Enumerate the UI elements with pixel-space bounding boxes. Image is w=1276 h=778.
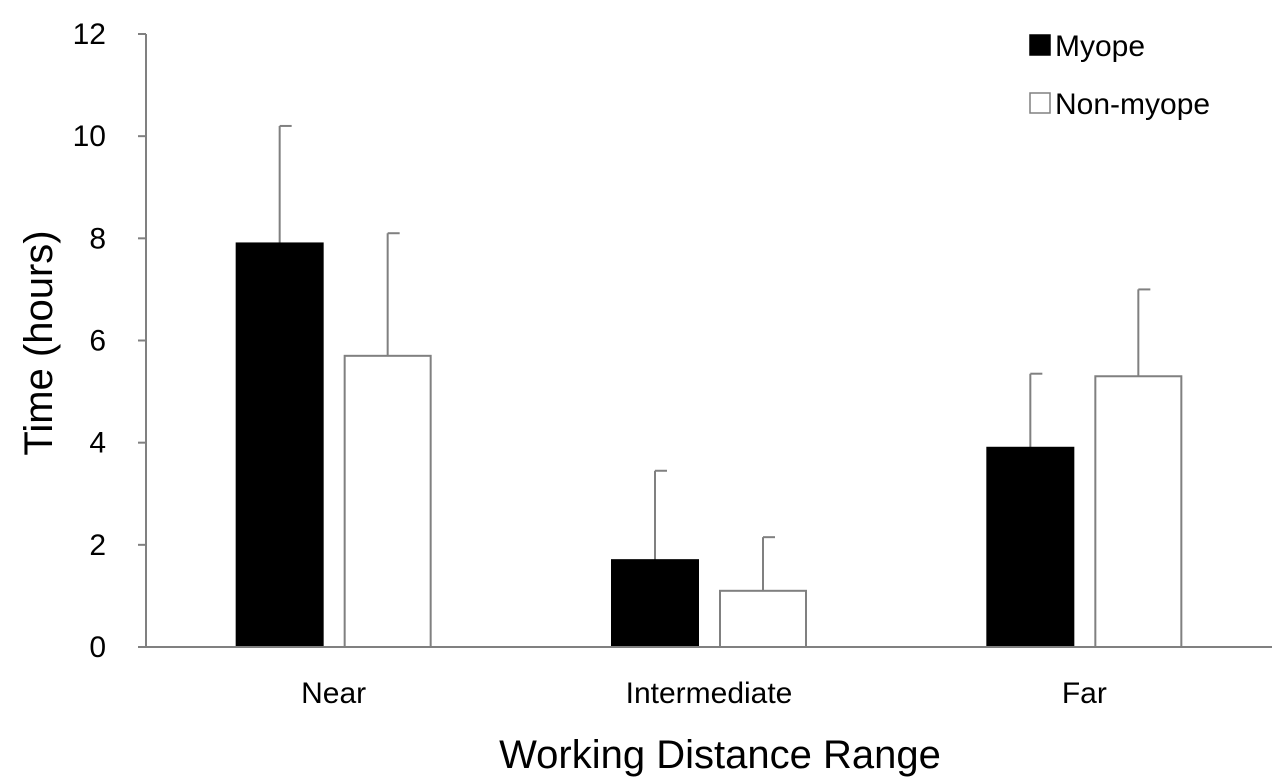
legend-swatch-myope — [1029, 34, 1051, 56]
y-tick-label: 4 — [89, 427, 106, 460]
bar-non-myope-near — [343, 354, 432, 648]
bar-non-myope-far — [1094, 375, 1183, 648]
y-tick-label: 0 — [89, 631, 106, 664]
bar-myope-intermediate — [611, 559, 699, 648]
y-tick-label: 10 — [73, 120, 106, 153]
legend-label-myope: Myope — [1055, 30, 1145, 63]
x-axis-title: Working Distance Range — [499, 733, 941, 777]
x-axis: Near Intermediate Far — [146, 646, 1272, 710]
y-tick-label: 12 — [73, 18, 106, 51]
legend: Myope Non-myope — [1029, 30, 1210, 121]
y-tick-label: 2 — [89, 529, 106, 562]
bar-myope-near — [235, 242, 324, 648]
bar-non-myope-intermediate — [719, 589, 807, 649]
y-tick-label: 6 — [89, 325, 106, 358]
y-axis-title: Time (hours) — [17, 230, 61, 455]
legend-label-non-myope: Non-myope — [1055, 88, 1210, 121]
bars — [235, 242, 1183, 649]
x-tick-label: Intermediate — [626, 677, 793, 710]
y-axis: 0 2 4 6 8 10 12 — [73, 18, 147, 664]
x-tick-label: Near — [301, 677, 366, 710]
x-tick-label: Far — [1062, 677, 1107, 710]
error-bars — [278, 124, 1151, 591]
legend-swatch-non-myope — [1029, 92, 1051, 114]
y-tick-label: 8 — [89, 222, 106, 255]
bar-myope-far — [986, 446, 1075, 648]
